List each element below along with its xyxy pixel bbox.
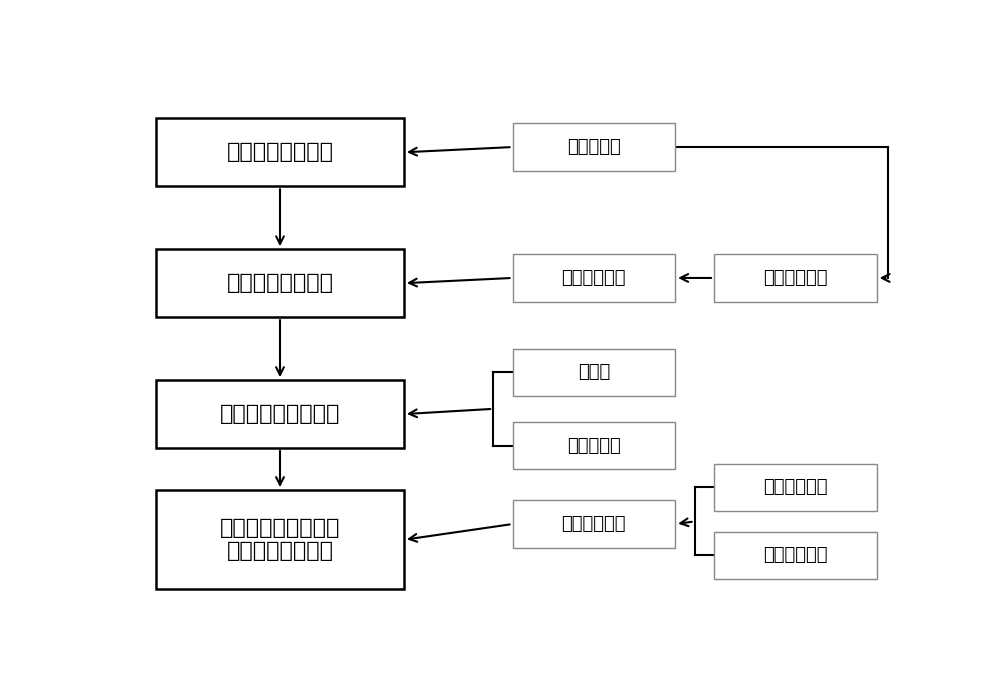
Bar xyxy=(512,500,675,547)
Text: 模拟水面形态: 模拟水面形态 xyxy=(763,547,828,564)
Bar xyxy=(156,249,404,317)
Text: 建立库容曲线: 建立库容曲线 xyxy=(763,479,828,496)
Bar xyxy=(156,118,404,186)
Bar xyxy=(512,254,675,301)
Text: 模拟计算山脚汇水量: 模拟计算山脚汇水量 xyxy=(220,404,340,424)
Text: 土壤入渗率: 土壤入渗率 xyxy=(567,437,621,454)
Text: 高程点数据: 高程点数据 xyxy=(567,138,621,156)
Text: 降水量: 降水量 xyxy=(578,363,610,381)
Text: 坡向地形分析: 坡向地形分析 xyxy=(763,269,828,287)
Text: 建立数字高程模型: 建立数字高程模型 xyxy=(226,142,334,163)
Bar xyxy=(512,124,675,171)
Text: 提取山脚汇水区域: 提取山脚汇水区域 xyxy=(226,273,334,293)
Bar xyxy=(714,532,877,579)
Bar xyxy=(156,490,404,590)
Bar xyxy=(714,254,877,301)
Text: 模拟水面形态，确定
山脚水面规模布局: 模拟水面形态，确定 山脚水面规模布局 xyxy=(220,518,340,562)
Bar xyxy=(512,422,675,469)
Bar xyxy=(512,349,675,396)
Bar xyxy=(156,380,404,448)
Text: 汇水流向分析: 汇水流向分析 xyxy=(562,269,626,287)
Text: 确定水面规模: 确定水面规模 xyxy=(562,515,626,533)
Bar xyxy=(714,464,877,511)
